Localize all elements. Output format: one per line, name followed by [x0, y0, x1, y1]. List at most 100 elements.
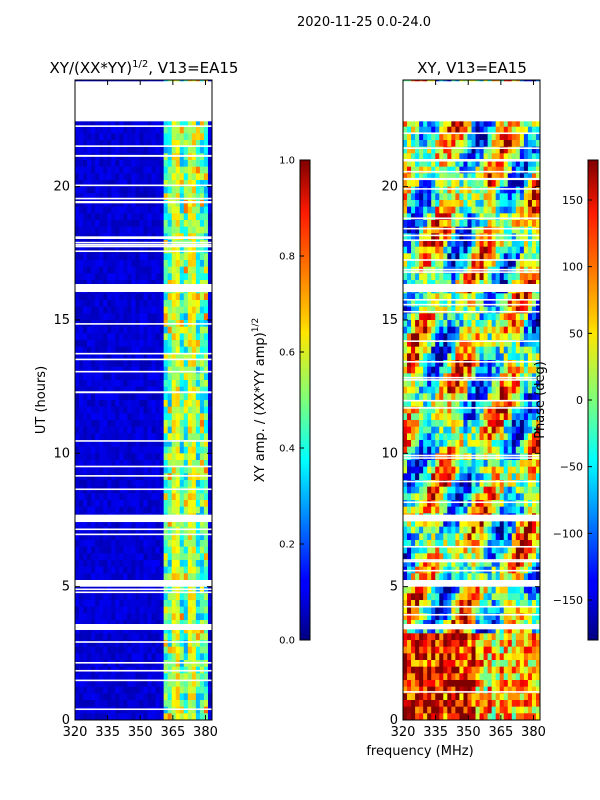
amplitude-cell [179, 173, 185, 181]
phase-cell [459, 253, 464, 261]
amplitude-cell [79, 360, 84, 368]
amplitude-cell [151, 713, 156, 720]
phase-cell [431, 246, 436, 254]
phase-cell [515, 146, 521, 154]
amplitude-cell [131, 433, 136, 441]
phase-cell [419, 346, 424, 354]
amplitude-cell [107, 480, 112, 488]
amplitude-cell [131, 586, 136, 594]
amplitude-cell [119, 600, 124, 608]
amplitude-cell [111, 393, 116, 401]
amplitude-cell [119, 453, 124, 461]
phase-cell [515, 200, 521, 208]
amplitude-cell [139, 700, 144, 708]
amplitude-cell [199, 713, 205, 720]
amplitude-cell [123, 420, 128, 428]
amplitude-cell [83, 606, 88, 614]
amplitude-cell [143, 253, 148, 261]
amplitude-cell [199, 473, 205, 481]
amplitude-cell [199, 386, 205, 394]
amplitude-cell [115, 166, 120, 174]
amplitude-cell [83, 253, 88, 261]
amplitude-cell [91, 226, 96, 234]
amplitude-cell [83, 646, 88, 654]
phase-cell [451, 206, 456, 214]
amplitude-cell [131, 220, 136, 228]
amplitude-cell [191, 206, 197, 214]
amplitude-cell [127, 313, 132, 321]
phase-cell [423, 213, 428, 221]
amplitude-cell [119, 333, 124, 341]
amplitude-cell [99, 326, 104, 334]
amplitude-cell [95, 480, 100, 488]
amplitude-cell [131, 486, 136, 494]
amplitude-cell [131, 686, 136, 694]
phase-cell [459, 233, 464, 241]
phase-cell [499, 193, 505, 201]
amplitude-cell [203, 626, 209, 634]
amplitude-cell [143, 280, 148, 288]
amplitude-cell [75, 300, 80, 308]
amplitude-cell [91, 246, 96, 254]
amplitude-cell [199, 300, 205, 308]
phase-cell [519, 200, 525, 208]
phase-cell [455, 326, 460, 334]
amplitude-cell [143, 240, 148, 248]
amplitude-cell [127, 480, 132, 488]
amplitude-cell [183, 140, 189, 148]
phase-cell [479, 366, 484, 374]
phase-cell [499, 346, 505, 354]
amplitude-cell [195, 566, 201, 574]
amplitude-cell [107, 193, 112, 201]
amplitude-cell [147, 193, 152, 201]
amplitude-cell [111, 366, 116, 374]
amplitude-cell [83, 640, 88, 648]
amplitude-cell [147, 140, 152, 148]
amplitude-cell [123, 480, 128, 488]
amplitude-cell [107, 433, 112, 441]
amplitude-cell [95, 406, 100, 414]
amplitude-cell [107, 360, 112, 368]
phase-cell [435, 246, 440, 254]
amplitude-cell [91, 460, 96, 468]
phase-cell [527, 166, 533, 174]
amplitude-cell [115, 153, 120, 161]
amplitude-ytick-label: 5 [62, 580, 70, 595]
amplitude-cell [111, 426, 116, 434]
amplitude-cell [131, 546, 136, 554]
amplitude-cell [103, 486, 108, 494]
amplitude-cell [147, 406, 152, 414]
amplitude-cell [195, 680, 201, 688]
amplitude-cell [119, 380, 124, 388]
phase-cell [483, 233, 489, 241]
phase-cell [447, 353, 452, 361]
amplitude-cell [183, 206, 189, 214]
amplitude-cell [151, 546, 156, 554]
phase-cell [515, 386, 521, 394]
amplitude-cell [99, 293, 104, 301]
phase-cell [447, 126, 452, 134]
amplitude-cell [175, 266, 181, 274]
amplitude-cell [75, 366, 80, 374]
amplitude-cell [123, 146, 128, 154]
amplitude-cell [163, 526, 169, 534]
phase-cell [511, 213, 517, 221]
amplitude-cell [115, 433, 120, 441]
phase-cell [511, 280, 517, 288]
amplitude-cell [123, 586, 128, 594]
amplitude-cell [179, 486, 185, 494]
amplitude-cell [151, 200, 156, 208]
amplitude-cell [99, 646, 104, 654]
phase-cell [519, 166, 525, 174]
amplitude-cell [195, 620, 201, 628]
phase-cell [467, 366, 472, 374]
amplitude-cell [103, 460, 108, 468]
amplitude-cell [203, 220, 209, 228]
amplitude-cell [203, 246, 209, 254]
amplitude-cell [91, 686, 96, 694]
phase-cell [427, 333, 432, 341]
amplitude-axes-frame [74, 79, 213, 721]
phase-cell [507, 146, 513, 154]
phase-cell [523, 333, 529, 341]
amplitude-cell [131, 466, 136, 474]
